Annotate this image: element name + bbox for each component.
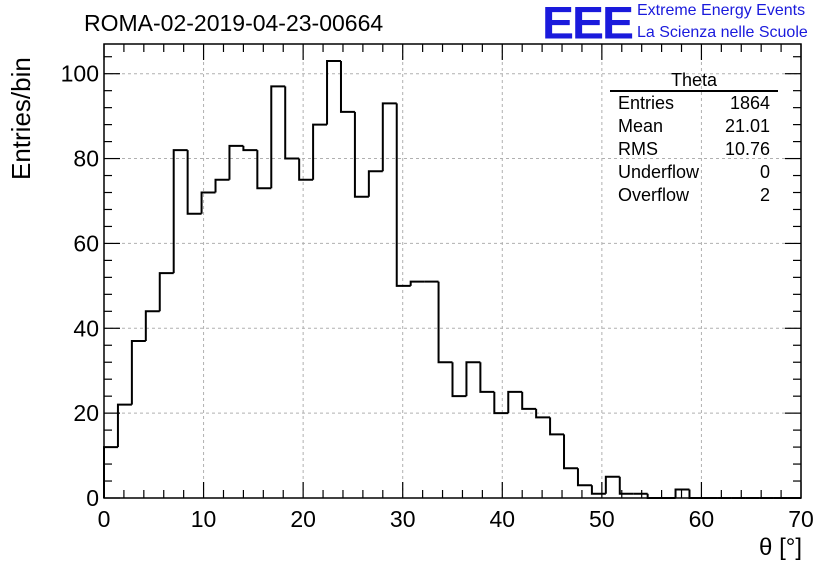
histogram-bin [493,391,509,415]
stats-label: RMS [618,139,658,159]
histogram-bin [103,446,118,498]
histogram-bin [563,434,578,470]
x-tick-label: 10 [191,506,217,532]
plot-frame [103,43,802,499]
stats-value: 2 [759,185,770,205]
histogram-bin [451,362,467,398]
histogram-bin [228,144,244,180]
chart-title: ROMA-02-2019-04-23-00664 [84,10,384,36]
histogram-bin [521,391,537,410]
stats-label: Underflow [618,162,700,182]
y-tick-label: 0 [86,485,99,511]
histogram-bin [256,150,272,190]
histogram-bin [465,361,481,397]
histogram-bin [674,488,690,498]
stats-row-entries: Entries 1864 [610,92,778,115]
x-tick-label: 70 [788,506,814,532]
stats-box: Theta Entries 1864 Mean 21.01 RMS 10.76 … [610,70,778,207]
brand-line-2: La Scienza nelle Scuole [637,24,808,41]
histogram [103,59,801,499]
histogram-bin [535,408,551,419]
stats-title: Theta [610,70,778,92]
histogram-bin [367,170,383,197]
grid [104,44,801,498]
histogram-bin [326,59,341,125]
histogram-bin [339,60,355,113]
x-tick-label: 40 [489,506,515,532]
histogram-bin [298,158,314,181]
y-tick-label: 40 [73,315,99,341]
histogram-bin [381,102,397,172]
eee-logo: EEE [542,0,634,49]
y-tick-label: 20 [73,400,99,426]
y-tick-label: 60 [73,230,99,256]
x-tick-label: 0 [98,506,111,532]
histogram-bin [242,145,258,152]
histogram-bin [353,111,369,198]
stats-row-mean: Mean 21.01 [610,115,778,138]
stats-value: 0 [759,162,770,182]
y-tick-label: 80 [73,146,99,172]
brand-line-1: Extreme Energy Events [637,2,806,19]
histogram-bin [479,362,495,393]
y-tick-label: 100 [61,61,99,87]
x-tick-label: 50 [589,506,615,532]
histogram-bin [200,191,216,214]
histogram-bin [409,280,425,286]
y-axis-label: Entries/bin [6,57,36,180]
stats-value: 21.01 [724,116,770,136]
histogram-bin [284,86,300,160]
histogram-bin [312,123,328,180]
histogram-bin [116,403,132,448]
x-tick-label: 30 [390,506,416,532]
histogram-bin [590,485,606,495]
histogram-bin [158,272,174,312]
histogram-bin [186,150,202,215]
stats-label: Overflow [618,185,690,205]
x-tick-label: 60 [689,506,715,532]
histogram-bin [507,390,523,414]
stats-row-rms: RMS 10.76 [610,138,778,161]
histogram-bin [270,85,286,189]
histogram-bin [604,475,620,494]
histogram-bin [395,103,411,287]
stats-row-underflow: Underflow 0 [610,161,778,184]
histogram-bin [144,310,160,342]
stats-value: 1864 [729,93,770,113]
stats-row-overflow: Overflow 2 [610,184,778,207]
stats-label: Mean [618,116,664,136]
histogram-bin [437,281,453,364]
histogram-bin [576,468,592,487]
histogram-bin [618,476,634,495]
x-tick-label: 20 [290,506,316,532]
x-axis-label: θ [°] [759,534,802,561]
histogram-bin [172,149,188,274]
stats-label: Entries [618,93,675,113]
histogram-bin [130,340,146,405]
histogram-bin [214,178,230,193]
histogram-bin [549,417,565,436]
stats-value: 10.76 [724,139,770,159]
